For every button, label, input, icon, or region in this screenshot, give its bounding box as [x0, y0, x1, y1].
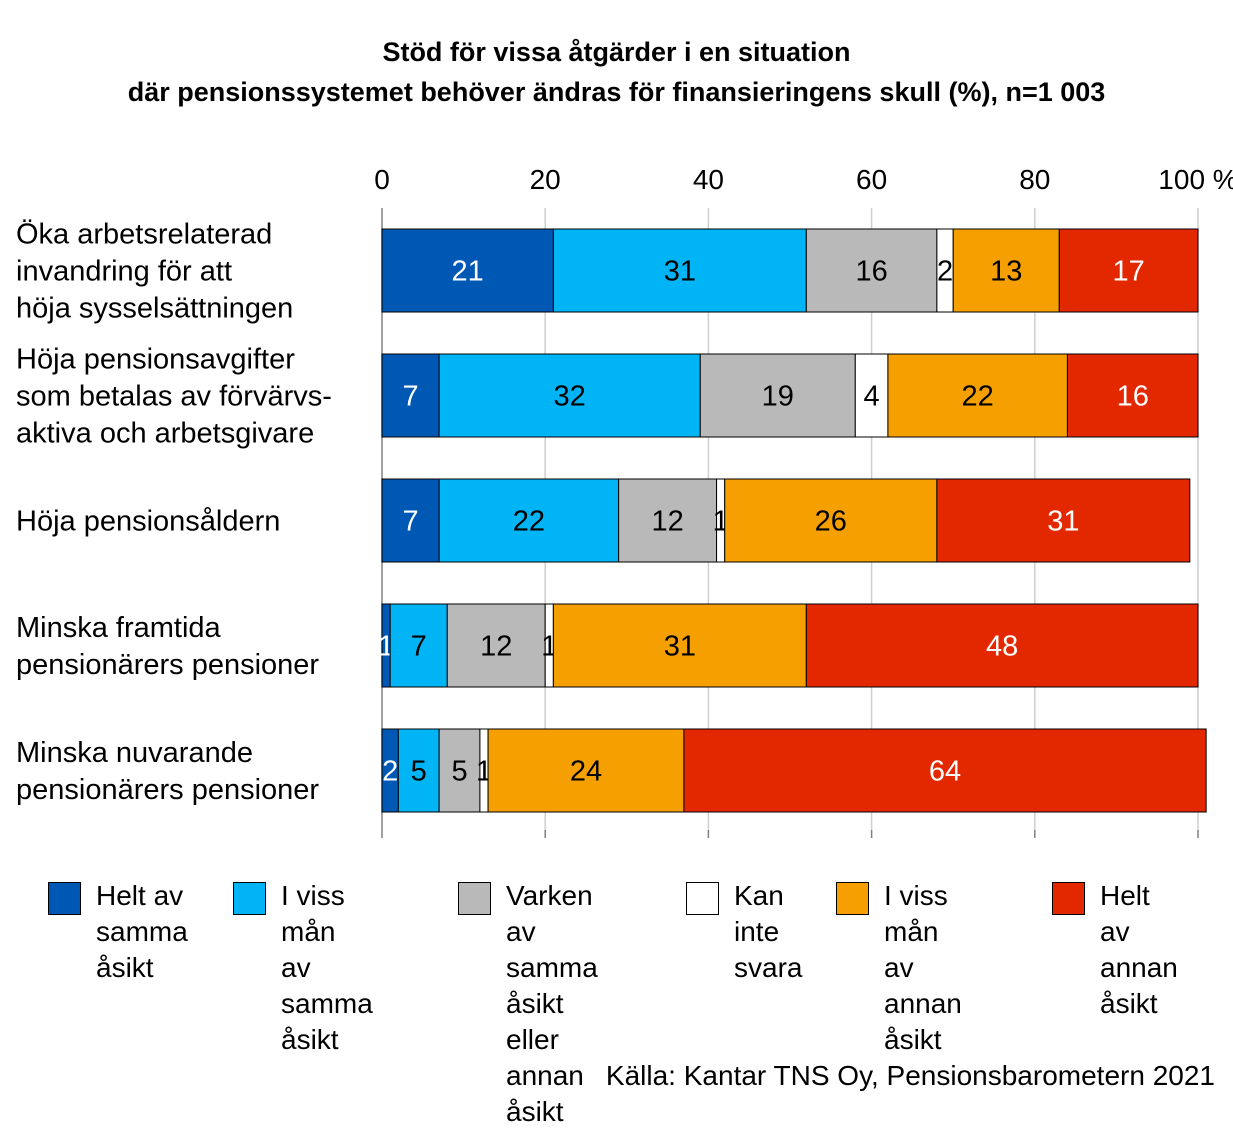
category-label-line: pensionärers pensioner — [16, 774, 319, 806]
x-tick-label: 100 % — [1158, 164, 1233, 195]
legend-label: I viss mån av samma åsikt — [281, 880, 373, 1055]
x-tick-label: 40 — [693, 164, 724, 195]
data-label: 31 — [1047, 506, 1079, 538]
bar-segment — [552, 228, 807, 313]
data-label: 32 — [554, 381, 586, 413]
data-label: 16 — [1117, 381, 1149, 413]
data-label: 31 — [664, 256, 696, 288]
chart-title-line-2: där pensionssystemet behöver ändras för … — [127, 77, 1106, 107]
data-label: 48 — [986, 631, 1018, 663]
data-label: 7 — [402, 506, 418, 538]
data-label: 64 — [929, 756, 961, 788]
bar-segment — [438, 728, 481, 813]
bar-segment — [397, 728, 440, 813]
category-label-line: som betalas av förvärvs- — [16, 381, 332, 413]
bar-segment — [1058, 228, 1199, 313]
data-label: 5 — [411, 756, 427, 788]
category-label-line: Minska nuvarande — [16, 737, 253, 769]
data-label: 21 — [452, 256, 484, 288]
data-label: 2 — [937, 256, 953, 288]
bar-segment — [952, 228, 1060, 313]
bar-segment — [805, 228, 938, 313]
legend-swatch — [836, 882, 869, 915]
data-label: 19 — [762, 381, 794, 413]
category-label: Minska nuvarande pensionärers pensioner — [16, 737, 319, 806]
category-label: Minska framtida pensionärers pensioner — [16, 612, 319, 681]
bar-segment — [887, 353, 1068, 438]
bar-segment — [936, 478, 1191, 563]
bar-segment — [381, 478, 440, 563]
data-label: 12 — [651, 506, 683, 538]
legend-label: I viss mån av annan åsikt — [884, 880, 962, 1055]
bar-segment — [699, 353, 856, 438]
bar-segment — [805, 603, 1199, 688]
bar-segment — [854, 353, 889, 438]
x-tick-label: 0 — [374, 164, 390, 195]
data-label: 16 — [855, 256, 887, 288]
bar-segment — [381, 228, 554, 313]
bar-segment — [724, 478, 938, 563]
category-label-line: höja sysselsättningen — [16, 293, 293, 325]
bar-segment — [381, 353, 440, 438]
data-label: 5 — [451, 756, 467, 788]
chart-title: Stöd för vissa åtgärder i en situation d… — [0, 32, 1233, 112]
data-label: 2 — [382, 756, 398, 788]
bar-segment — [1066, 353, 1199, 438]
data-label: 12 — [480, 631, 512, 663]
category-label: Höja pensionsavgifter som betalas av förv… — [16, 344, 332, 450]
category-label: Öka arbetsrelaterad invandring för att höj… — [16, 219, 293, 325]
data-label: 22 — [513, 506, 545, 538]
data-label: 13 — [990, 256, 1022, 288]
bar-segment — [683, 728, 1207, 813]
data-label: 31 — [664, 631, 696, 663]
bar-segment — [487, 728, 685, 813]
legend-swatch — [1052, 882, 1085, 915]
category-label-line: pensionärers pensioner — [16, 649, 319, 681]
legend-swatch — [458, 882, 491, 915]
x-tick-label: 20 — [530, 164, 561, 195]
category-label: Höja pensionsåldern — [16, 506, 280, 538]
category-label-line: Höja pensionsavgifter — [16, 344, 295, 376]
chart-title-line-1: Stöd för vissa åtgärder i en situation — [382, 37, 851, 67]
data-label: 7 — [411, 631, 427, 663]
category-label-line: invandring för att — [16, 256, 232, 288]
x-tick-label: 60 — [856, 164, 887, 195]
category-label-line: aktiva och arbetsgivare — [16, 418, 314, 450]
legend-swatch — [48, 882, 81, 915]
legend: Helt av samma åsikt I viss mån av samma å… — [0, 878, 1233, 1127]
bar-segment — [438, 353, 701, 438]
category-label-line: Öka arbetsrelaterad — [16, 219, 272, 251]
category-label-line: Minska framtida — [16, 612, 222, 644]
data-label: 26 — [815, 506, 847, 538]
data-label: 24 — [570, 756, 602, 788]
bar-segment — [618, 478, 718, 563]
legend-label: Kan inte svara — [734, 880, 803, 983]
legend-swatch — [686, 882, 719, 915]
data-label: 7 — [402, 381, 418, 413]
bar-segment — [552, 603, 807, 688]
legend-label: Helt av samma åsikt — [96, 880, 188, 983]
x-tick-label: 80 — [1019, 164, 1050, 195]
legend-label: Varken av samma åsikt eller annan åsikt — [506, 880, 598, 1127]
category-label-line: Höja pensionsåldern — [16, 506, 280, 538]
data-label: 4 — [864, 381, 880, 413]
legend-swatch — [233, 882, 266, 915]
data-label: 22 — [962, 381, 994, 413]
data-label: 17 — [1113, 256, 1145, 288]
legend-label: Helt av annan åsikt — [1100, 880, 1178, 1019]
source-note: Källa: Kantar TNS Oy, Pensionsbarometern… — [605, 1060, 1215, 1091]
